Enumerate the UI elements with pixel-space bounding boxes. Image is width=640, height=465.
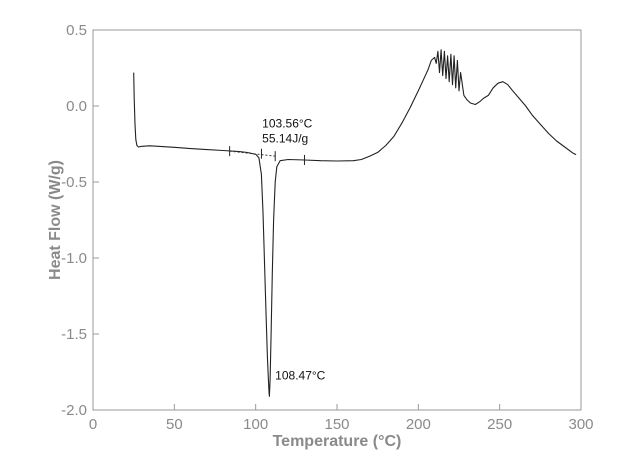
- annotation-layer: 103.56°C55.14J/g 108.47°C: [262, 116, 326, 382]
- y-tick-label: -1.5: [61, 326, 87, 343]
- x-tick-label: 0: [89, 416, 97, 433]
- y-tick-label: -0.5: [61, 174, 87, 191]
- x-tick-label: 100: [243, 416, 268, 433]
- y-tick-label: -2.0: [61, 402, 87, 419]
- x-tick-label: 150: [324, 416, 349, 433]
- series-line-0: [133, 49, 577, 397]
- x-tick-label: 300: [568, 416, 593, 433]
- x-tick-label: 200: [406, 416, 431, 433]
- y-axis-title: Heat Flow (W/g): [47, 160, 64, 280]
- y-tick-label: -1.0: [61, 250, 87, 267]
- y-tick-label: 0.0: [66, 98, 87, 115]
- y-tick-label: 0.5: [66, 22, 87, 39]
- plot-area-frame: [92, 29, 582, 411]
- annotation-label: 103.56°C: [262, 116, 313, 130]
- data-layer: [133, 49, 577, 397]
- x-axis-title: Temperature (°C): [273, 433, 402, 450]
- x-axis-ticks: 0 50 100 150 200 250 300: [89, 404, 594, 433]
- y-axis-ticks: 0.5 0.0 -0.5 -1.0 -1.5 -2.0: [61, 22, 99, 419]
- x-tick-label: 250: [487, 416, 512, 433]
- annotation-label: 108.47°C: [275, 369, 326, 383]
- x-tick-label: 50: [166, 416, 183, 433]
- annotation-label: 55.14J/g: [262, 131, 308, 145]
